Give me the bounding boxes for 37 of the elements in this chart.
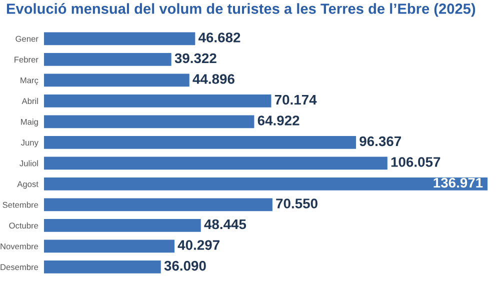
- y-tick-label: Març: [20, 77, 38, 85]
- data-label: 136.971: [434, 178, 483, 188]
- bar: [44, 52, 172, 66]
- y-tick-label: Agost: [17, 181, 38, 189]
- y-tick-label: Gener: [16, 36, 38, 42]
- y-tick-label: Novembre: [0, 243, 38, 250]
- bar: [44, 115, 254, 128]
- y-tick-label: Abril: [22, 98, 38, 104]
- bar: [44, 156, 388, 170]
- data-label: 40.297: [178, 240, 220, 250]
- chart-title: Evolució mensual del volum de turistes a les Terres de l’Ebre (2025): [6, 3, 476, 17]
- y-tick-label: Juliol: [20, 160, 38, 166]
- y-tick-label: Maig: [21, 118, 38, 126]
- data-label: 106.057: [391, 157, 440, 167]
- bar: [44, 219, 201, 232]
- data-label: 70.174: [274, 94, 317, 105]
- bar: [44, 74, 190, 87]
- bar: [44, 240, 174, 253]
- bar: [44, 178, 488, 190]
- data-label: 39.322: [174, 53, 216, 64]
- data-label: 64.922: [258, 116, 300, 126]
- bar: [44, 136, 356, 149]
- y-tick-label: Juny: [20, 140, 38, 148]
- data-label: 48.445: [204, 219, 246, 230]
- y-tick-label: Desembre: [0, 264, 38, 270]
- data-label: 46.682: [198, 32, 240, 42]
- bar: [44, 32, 196, 46]
- data-label: 44.896: [192, 74, 234, 84]
- bar: [44, 260, 161, 274]
- y-tick-label: Setembre: [2, 202, 38, 208]
- y-tick-label: Octubre: [9, 222, 38, 229]
- bar: [44, 94, 272, 108]
- bar: [44, 198, 272, 212]
- data-label: 36.090: [164, 260, 206, 271]
- data-label: 70.550: [276, 198, 318, 208]
- data-label: 96.367: [360, 136, 401, 146]
- y-tick-label: Febrer: [14, 56, 38, 63]
